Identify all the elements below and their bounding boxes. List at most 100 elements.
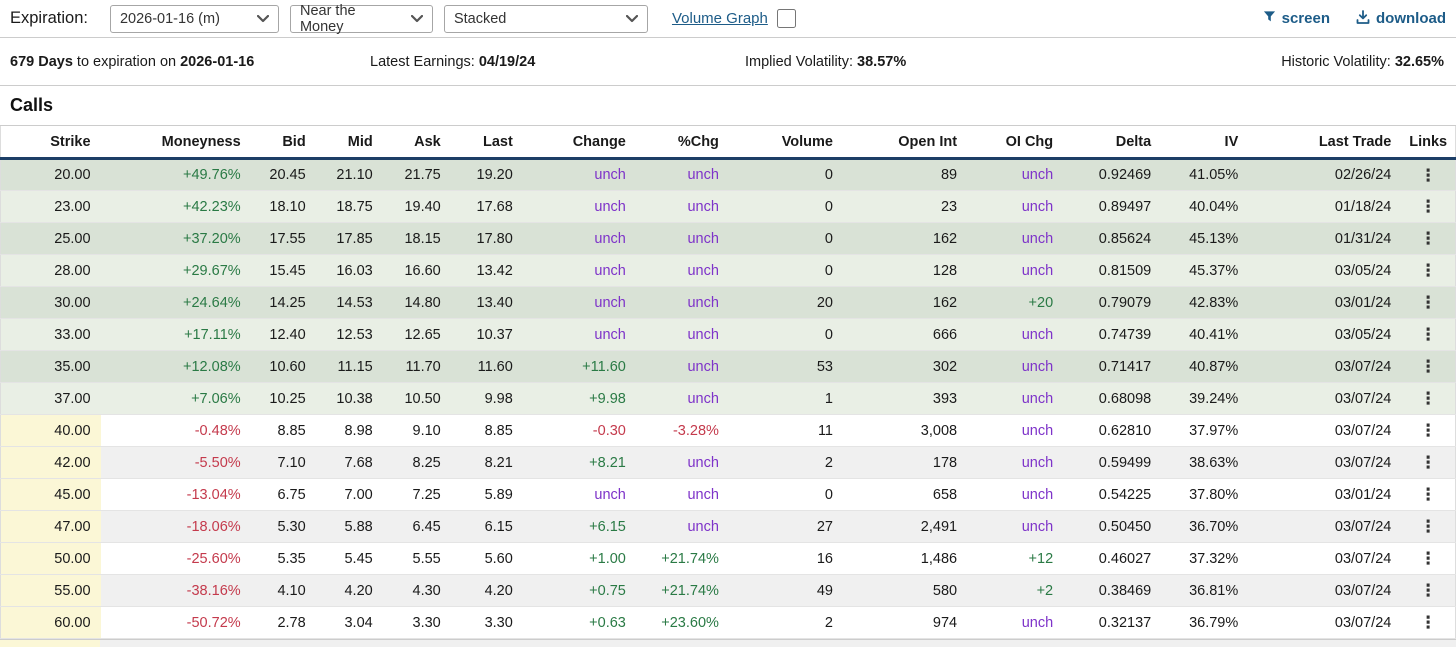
links-cell: ⋮ — [1401, 574, 1456, 607]
iv-cell: 40.04% — [1161, 190, 1249, 223]
col-header-links[interactable]: Links — [1401, 125, 1456, 160]
last-trade-cell: 03/05/24 — [1248, 254, 1402, 287]
col-header-chg[interactable]: %Chg — [635, 125, 729, 160]
last-trade-cell: 03/01/24 — [1248, 286, 1402, 319]
open-int-cell: 23 — [843, 190, 968, 223]
row-links-menu-icon[interactable]: ⋮ — [1419, 357, 1437, 376]
row-links-menu-icon[interactable]: ⋮ — [1419, 389, 1437, 408]
col-header-change[interactable]: Change — [522, 125, 636, 160]
links-cell: ⋮ — [1401, 606, 1456, 639]
option-row: 50.00 -25.60% 5.35 5.45 5.55 5.60 +1.00 +21.74%… — [0, 542, 1456, 575]
chevron-down-icon — [625, 14, 638, 23]
pchg-cell: unch — [635, 158, 729, 191]
links-cell: ⋮ — [1401, 190, 1456, 223]
last-cell: 6.15 — [450, 510, 523, 543]
delta-cell: 0.85624 — [1063, 222, 1162, 255]
row-links-menu-icon[interactable]: ⋮ — [1419, 325, 1437, 344]
row-links-menu-icon[interactable]: ⋮ — [1419, 165, 1437, 185]
iv-cell: 40.41% — [1161, 318, 1249, 351]
option-row: 25.00 +37.20% 17.55 17.85 18.15 17.80 unch unch… — [0, 222, 1456, 255]
strike-cell: 28.00 — [0, 254, 101, 287]
row-links-menu-icon[interactable]: ⋮ — [1419, 581, 1437, 600]
col-header-moneyness[interactable]: Moneyness — [100, 125, 251, 160]
mid-cell: 3.04 — [315, 606, 383, 639]
moneyness-cell: -18.06% — [100, 510, 251, 543]
last-cell: 19.20 — [450, 158, 523, 191]
last-cell: 8.21 — [450, 446, 523, 479]
volume-graph-checkbox[interactable] — [776, 9, 796, 28]
col-header-mid[interactable]: Mid — [315, 125, 383, 160]
row-links-menu-icon[interactable]: ⋮ — [1419, 197, 1437, 216]
pchg-cell: unch — [635, 478, 729, 511]
ask-cell: 19.40 — [382, 190, 451, 223]
moneyness-cell: -38.16% — [100, 574, 251, 607]
col-header-last-trade[interactable]: Last Trade — [1248, 125, 1402, 160]
download-button[interactable]: download — [1356, 9, 1446, 28]
change-cell: unch — [522, 158, 636, 191]
col-header-bid[interactable]: Bid — [250, 125, 316, 160]
last-cell: 5.89 — [450, 478, 523, 511]
ask-cell: 16.60 — [382, 254, 451, 287]
col-header-strike[interactable]: Strike — [0, 125, 101, 160]
volume-cell: 0 — [728, 190, 843, 223]
pchg-cell: +21.74% — [635, 574, 729, 607]
change-cell: +0.63 — [522, 606, 636, 639]
last-cell: 10.37 — [450, 318, 523, 351]
row-links-menu-icon[interactable]: ⋮ — [1419, 549, 1437, 568]
moneyness-cell: -25.60% — [100, 542, 251, 575]
row-links-menu-icon[interactable]: ⋮ — [1419, 261, 1437, 280]
col-header-volume[interactable]: Volume — [728, 125, 843, 160]
moneyness-cell: +24.64% — [100, 286, 251, 319]
row-links-menu-icon[interactable]: ⋮ — [1419, 293, 1437, 312]
option-row: 45.00 -13.04% 6.75 7.00 7.25 5.89 unch unch 0 658… — [0, 478, 1456, 511]
moneyness-cell: +49.76% — [100, 158, 251, 191]
moneyness-cell: -50.72% — [100, 606, 251, 639]
iv-cell: 37.32% — [1161, 542, 1249, 575]
layout-select[interactable]: Stacked — [443, 4, 648, 33]
moneyness-cell: +29.67% — [100, 254, 251, 287]
row-links-menu-icon[interactable]: ⋮ — [1419, 229, 1437, 248]
links-cell: ⋮ — [1401, 318, 1456, 351]
row-links-menu-icon[interactable]: ⋮ — [1419, 421, 1437, 440]
option-row: 55.00 -38.16% 4.10 4.20 4.30 4.20 +0.75 +21.74%… — [0, 574, 1456, 607]
strike-cell: 40.00 — [0, 414, 101, 447]
row-links-menu-icon[interactable]: ⋮ — [1419, 485, 1437, 504]
section-title: Calls — [10, 95, 54, 115]
change-cell: unch — [522, 286, 636, 319]
screen-button-label: screen — [1281, 10, 1330, 27]
delta-cell: 0.59499 — [1063, 446, 1162, 479]
delta-cell: 0.38469 — [1063, 574, 1162, 607]
volume-graph-link[interactable]: Volume Graph — [671, 10, 768, 27]
ask-cell: 12.65 — [382, 318, 451, 351]
moneyness-filter-select[interactable]: Near the Money — [289, 3, 433, 35]
links-cell: ⋮ — [1401, 510, 1456, 543]
col-header-open-int[interactable]: Open Int — [843, 125, 968, 160]
delta-cell: 0.54225 — [1063, 478, 1162, 511]
row-links-menu-icon[interactable]: ⋮ — [1419, 453, 1437, 472]
change-cell: +0.75 — [522, 574, 636, 607]
row-links-menu-icon[interactable]: ⋮ — [1419, 517, 1437, 536]
change-cell: +11.60 — [522, 350, 636, 383]
expiration-select[interactable]: 2026-01-16 (m) — [109, 4, 279, 33]
delta-cell: 0.81509 — [1063, 254, 1162, 287]
pchg-cell: unch — [635, 446, 729, 479]
mid-cell: 8.98 — [315, 414, 383, 447]
pchg-cell: unch — [635, 382, 729, 415]
ask-cell: 3.30 — [382, 606, 451, 639]
last-trade-cell: 03/05/24 — [1248, 318, 1402, 351]
col-header-last[interactable]: Last — [450, 125, 523, 160]
last-cell: 17.68 — [450, 190, 523, 223]
strike-cell: 42.00 — [0, 446, 101, 479]
screen-button[interactable]: screen — [1263, 10, 1330, 27]
last-trade-cell: 01/18/24 — [1248, 190, 1402, 223]
last-cell: 4.20 — [450, 574, 523, 607]
col-header-iv[interactable]: IV — [1161, 125, 1249, 160]
col-header-delta[interactable]: Delta — [1063, 125, 1162, 160]
row-links-menu-icon[interactable]: ⋮ — [1419, 613, 1437, 632]
bid-cell: 17.55 — [250, 222, 316, 255]
col-header-ask[interactable]: Ask — [382, 125, 451, 160]
col-header-oi-chg[interactable]: OI Chg — [967, 125, 1064, 160]
pchg-cell: +21.74% — [635, 542, 729, 575]
download-icon — [1356, 9, 1370, 28]
mid-cell: 11.15 — [315, 350, 383, 383]
